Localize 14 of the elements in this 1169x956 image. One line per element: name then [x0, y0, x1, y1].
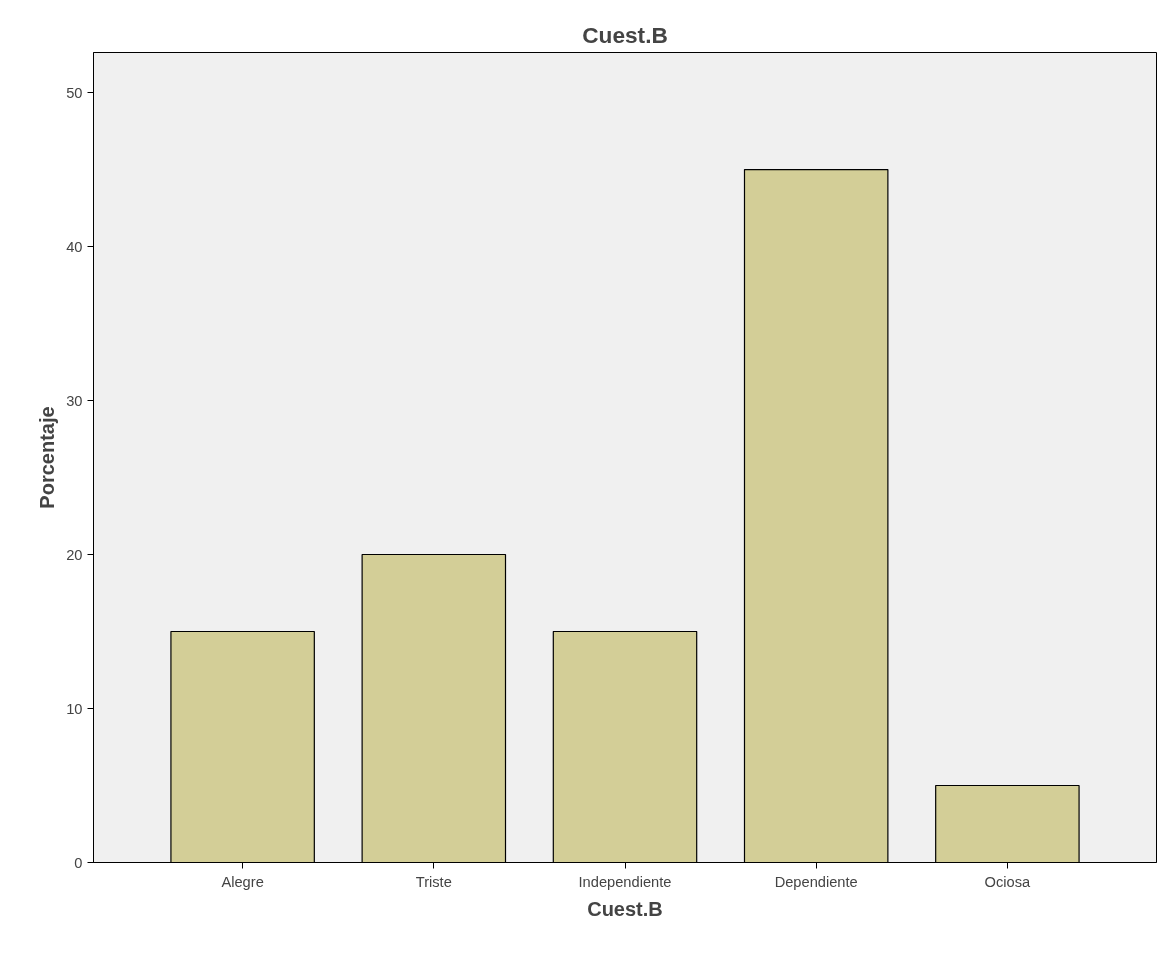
y-tick-label: 10	[66, 700, 83, 717]
x-tick-label: Triste	[415, 873, 452, 890]
x-axis-title: Cuest.B	[587, 897, 663, 920]
y-tick-label: 30	[66, 392, 83, 409]
x-tick-label: Alegre	[221, 873, 264, 890]
y-axis-title: Porcentaje	[36, 406, 59, 509]
y-tick-label: 40	[66, 238, 83, 255]
y-tick-label: 0	[74, 854, 83, 871]
x-tick-label: Ociosa	[984, 873, 1032, 890]
chart-title: Cuest.B	[582, 21, 668, 48]
x-tick-label: Independiente	[578, 873, 672, 890]
y-tick-label: 50	[66, 84, 83, 101]
x-tick-label: Dependiente	[774, 873, 858, 890]
y-tick-label: 20	[66, 546, 83, 563]
